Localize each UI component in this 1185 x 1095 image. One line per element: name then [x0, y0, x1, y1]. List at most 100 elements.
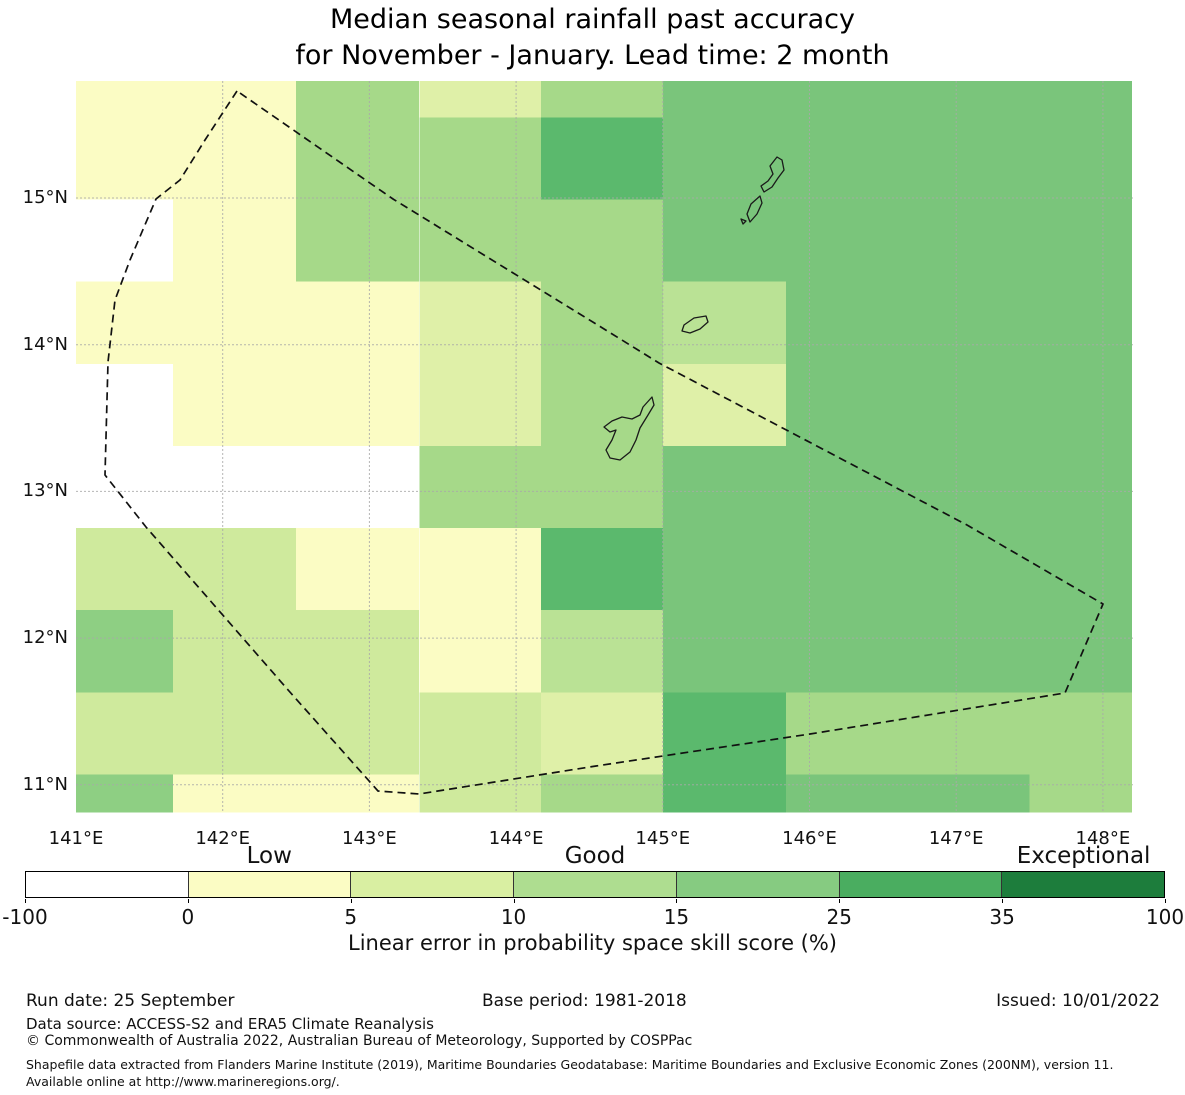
grid-cell — [172, 117, 296, 200]
grid-cell — [907, 363, 1030, 446]
grid-cell — [907, 692, 1030, 775]
colorbar-segment — [514, 872, 677, 897]
grid-cell — [662, 117, 786, 200]
x-tick-label: 147°E — [928, 828, 984, 849]
grid-cell — [419, 117, 542, 200]
grid-cell — [296, 445, 420, 529]
grid-cell — [76, 117, 173, 200]
y-tick-label: 13°N — [22, 480, 68, 502]
grid-cell — [76, 199, 173, 282]
eez-dashed-boundary — [104, 90, 1104, 795]
grid-cell — [541, 774, 663, 813]
grid-cell — [786, 692, 908, 775]
grid-cell — [419, 81, 542, 118]
x-tick-label: 145°E — [635, 828, 691, 849]
grid-cell — [419, 692, 542, 775]
grid-cell — [296, 774, 420, 813]
grid-cell — [419, 610, 542, 693]
x-tick-label: 141°E — [48, 828, 104, 849]
data-source-text: Data source: ACCESS-S2 and ERA5 Climate … — [26, 1015, 434, 1033]
grid-cell — [541, 117, 663, 200]
grid-cell — [172, 692, 296, 775]
tinian-island-outline — [746, 195, 763, 223]
colorbar-caption: Linear error in probability space skill … — [348, 931, 837, 955]
grid-cell — [296, 528, 420, 611]
grid-cell — [76, 281, 173, 364]
grid-cell — [1029, 117, 1133, 200]
x-tick-label: 144°E — [488, 828, 544, 849]
grid-cell — [172, 81, 296, 118]
grid-cell — [1029, 445, 1133, 529]
grid-cell — [662, 363, 786, 446]
grid-cell — [786, 117, 908, 200]
colorbar-category-label: Low — [246, 843, 292, 869]
colorbar-tick-label: 35 — [989, 905, 1015, 929]
colorbar-segment — [676, 872, 840, 897]
colorbar-tick-label: -100 — [2, 905, 48, 929]
grid-cell — [296, 281, 420, 364]
colorbar-tick-label: 15 — [663, 905, 690, 929]
grid-cell — [172, 528, 296, 611]
colorbar-tick-mark — [1165, 899, 1166, 903]
grid-cell — [541, 81, 663, 118]
colorbar-categories: Low Good Exceptional — [0, 843, 1185, 869]
base-period-text: Base period: 1981-2018 — [482, 991, 687, 1011]
grid-cell — [172, 774, 296, 813]
x-tick-label: 142°E — [195, 828, 251, 849]
grid-cell — [662, 528, 786, 611]
grid-cell — [296, 117, 420, 200]
grid-cell — [786, 363, 908, 446]
grid-cell — [786, 774, 908, 813]
colorbar-tick-mark — [187, 899, 189, 903]
grid-cell — [541, 199, 663, 282]
grid-cell — [662, 81, 786, 118]
grid-cell — [76, 363, 173, 446]
y-tick-label: 15°N — [22, 187, 68, 208]
grid-cell — [662, 445, 786, 529]
colorbar-tick-mark — [1002, 899, 1004, 903]
grid-cell — [172, 445, 296, 529]
x-tick-label: 146°E — [782, 828, 837, 849]
grid-cell — [76, 528, 173, 611]
grid-cell — [76, 774, 173, 813]
colorbar-segment — [188, 872, 352, 897]
grid-cell — [541, 445, 663, 529]
colorbar-category-label: Good — [564, 843, 626, 869]
grid-cell — [541, 692, 663, 775]
chart-title-line2: for November - January. Lead time: 2 mon… — [295, 39, 890, 71]
grid-cell — [296, 692, 420, 775]
grid-cell — [907, 774, 1030, 813]
saipan-island-outline — [760, 156, 785, 193]
grid-cell — [419, 199, 542, 282]
rota-island-outline — [681, 315, 709, 334]
rainfall-skill-map — [76, 81, 1133, 813]
grid-cell — [1029, 692, 1133, 775]
colorbar-segment — [26, 872, 189, 897]
grid-cell — [1029, 774, 1133, 813]
grid-cell — [296, 199, 420, 282]
grid-cell — [662, 692, 786, 775]
guam-island-outline — [603, 396, 655, 461]
grid-cell — [172, 199, 296, 282]
grid-cell — [907, 445, 1030, 529]
grid-cell — [786, 281, 908, 364]
colorbar-segment — [351, 872, 515, 897]
grid-cell — [786, 199, 908, 282]
colorbar-tick-mark — [676, 899, 678, 903]
colorbar — [25, 871, 1165, 898]
grid-cell — [76, 610, 173, 693]
grid-cell — [296, 610, 420, 693]
grid-cell — [1029, 528, 1133, 611]
chart-title: Median seasonal rainfall past accuracy f… — [0, 2, 1185, 73]
x-tick-label: 148°E — [1075, 828, 1131, 849]
grid-cell — [172, 281, 296, 364]
grid-cell — [907, 281, 1030, 364]
colorbar-tick-mark — [25, 899, 26, 903]
issued-text: Issued: 10/01/2022 — [996, 991, 1160, 1011]
colorbar-tick-label: 5 — [344, 905, 358, 929]
grid-cell — [541, 610, 663, 693]
copyright-text: © Commonwealth of Australia 2022, Austra… — [26, 1033, 693, 1049]
grid-cell — [1029, 363, 1133, 446]
grid-cell — [662, 281, 786, 364]
